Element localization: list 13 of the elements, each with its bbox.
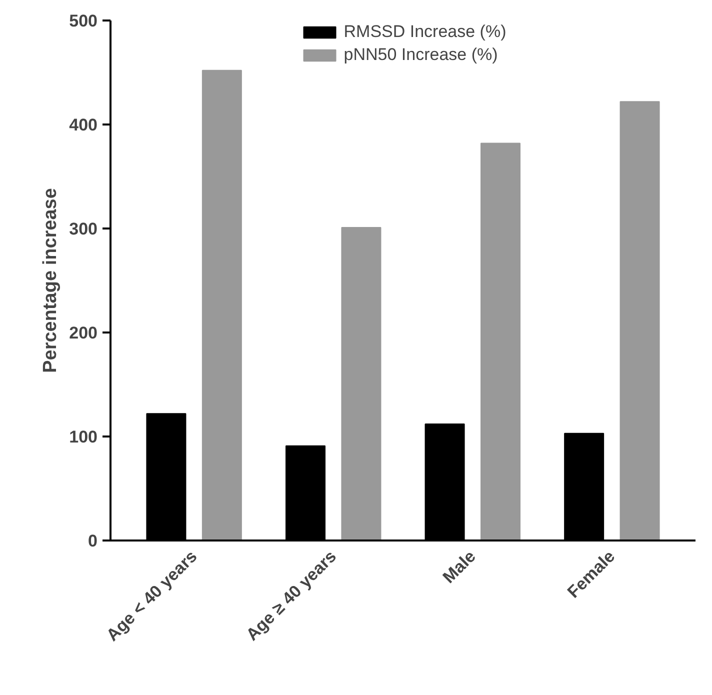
y-tick-label: 300	[69, 220, 98, 238]
bar	[480, 142, 520, 540]
y-tick-label: 100	[69, 428, 98, 446]
y-axis-title: Percentage increase	[40, 188, 62, 373]
bar	[341, 226, 382, 540]
legend-label: pNN50 Increase (%)	[344, 45, 498, 65]
y-tick-label: 0	[88, 532, 98, 550]
bar	[620, 101, 660, 540]
y-tick-label: 400	[69, 116, 98, 134]
y-tick-label: 200	[69, 324, 98, 342]
bar	[202, 70, 242, 540]
y-tick-label: 500	[69, 12, 98, 30]
legend-label: RMSSD Increase (%)	[344, 22, 506, 42]
